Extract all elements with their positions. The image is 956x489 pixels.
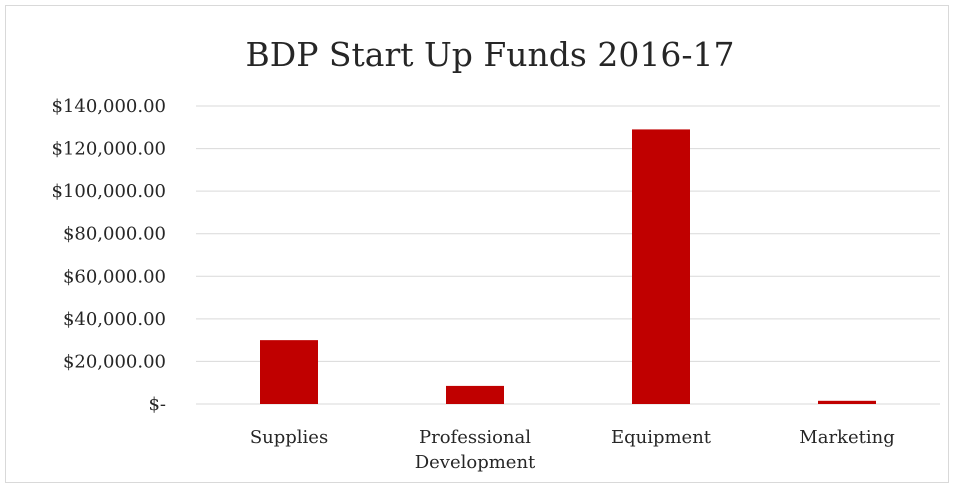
y-tick-label: $60,000.00 — [63, 266, 166, 287]
y-tick-label: $- — [148, 394, 166, 415]
y-tick-label: $80,000.00 — [63, 224, 166, 245]
y-axis-tick-labels: $- $20,000.00 $40,000.00 $60,000.00 $80,000.… — [51, 96, 166, 415]
x-tick-label: Marketing — [799, 427, 894, 448]
x-tick-label: Supplies — [250, 427, 328, 448]
x-tick-label: Development — [415, 452, 536, 473]
x-tick-label: Professional — [419, 427, 531, 448]
y-tick-label: $40,000.00 — [63, 309, 166, 330]
gridlines — [196, 105, 940, 405]
y-tick-label: $140,000.00 — [51, 96, 166, 117]
y-tick-label: $20,000.00 — [63, 351, 166, 372]
y-tick-label: $100,000.00 — [51, 181, 166, 202]
chart-title: BDP Start Up Funds 2016-17 — [246, 35, 735, 74]
bars — [260, 129, 876, 404]
bar — [818, 400, 876, 404]
y-tick-label: $120,000.00 — [51, 139, 166, 160]
bar — [632, 129, 690, 404]
bar — [446, 385, 504, 404]
bar — [260, 340, 318, 404]
x-tick-label: Equipment — [611, 427, 712, 448]
x-axis-tick-labels: Supplies Professional Development Equipment… — [250, 427, 895, 473]
